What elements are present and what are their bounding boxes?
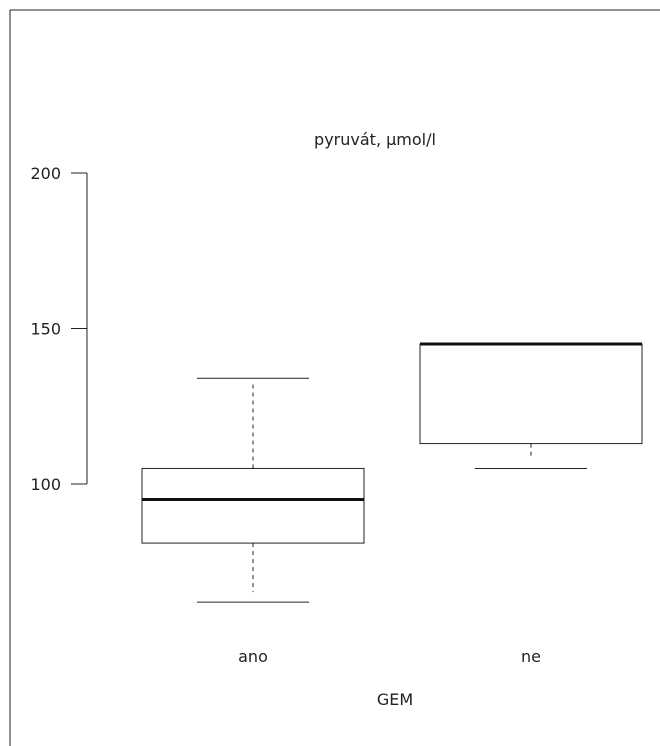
- box-rect-ano: [141, 467, 365, 544]
- x-axis-label: GEM: [377, 690, 413, 709]
- y-tick-label-100: 100: [30, 475, 61, 494]
- y-tick-label-150: 150: [30, 320, 61, 339]
- x-tick-label-ano: ano: [238, 647, 268, 666]
- y-axis: 100 150 200: [30, 164, 88, 494]
- box-ano: [141, 377, 365, 603]
- box-series: [141, 342, 643, 603]
- x-tick-labels: ano ne: [238, 647, 541, 666]
- box-rect-ne: [419, 343, 643, 445]
- x-tick-label-ne: ne: [521, 647, 541, 666]
- y-tick-label-200: 200: [30, 164, 61, 183]
- box-ne: [419, 342, 643, 469]
- chart-title: pyruvát, µmol/l: [314, 130, 436, 149]
